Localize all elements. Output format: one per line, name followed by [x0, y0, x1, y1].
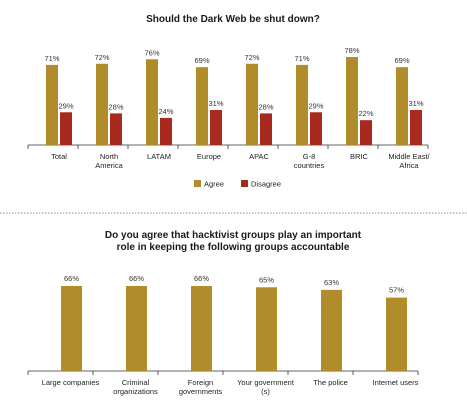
- chart1-category-label: LATAM: [147, 152, 171, 161]
- chart1-label-agree: 71%: [294, 54, 309, 63]
- chart1-label-disagree: 31%: [408, 99, 423, 108]
- chart2-category-label: Foreign: [188, 378, 213, 387]
- chart2-bar: [126, 286, 147, 371]
- chart2-category-label: (s): [261, 387, 270, 396]
- chart1-label-agree: 69%: [394, 56, 409, 65]
- legend-swatch-agree: [194, 180, 201, 187]
- chart1-bar-disagree: [210, 110, 222, 145]
- legend-swatch-disagree: [241, 180, 248, 187]
- chart2-category-label: Large companies: [42, 378, 100, 387]
- chart1-bar-disagree: [360, 120, 372, 145]
- chart2-bar: [61, 286, 82, 371]
- chart1-category-label: Middle East/: [388, 152, 430, 161]
- chart2-category-label: Internet users: [373, 378, 419, 387]
- chart2-value-label: 66%: [64, 274, 79, 283]
- chart1-bar-disagree: [410, 110, 422, 145]
- chart1-label-agree: 78%: [344, 46, 359, 55]
- chart1-bar-agree: [396, 67, 408, 145]
- chart1-label-disagree: 22%: [358, 109, 373, 118]
- chart2-category-label: Your government: [237, 378, 295, 387]
- chart1-bar-agree: [96, 63, 108, 146]
- chart1-label-agree: 76%: [144, 48, 159, 57]
- chart2-category-label: Criminal: [122, 378, 150, 387]
- chart2-title-line: role in keeping the following groups acc…: [117, 242, 350, 253]
- chart2-bar: [321, 289, 342, 371]
- chart1-bar-disagree: [310, 112, 322, 145]
- chart1-bar-agree: [196, 67, 208, 145]
- chart2-category-label: organizations: [113, 387, 158, 396]
- chart1-category-label: countries: [294, 161, 325, 170]
- chart1-label-disagree: 29%: [58, 101, 73, 110]
- chart1-title: Should the Dark Web be shut down?: [146, 14, 320, 25]
- chart1-category-label: Africa: [399, 161, 419, 170]
- chart2-bar: [256, 287, 277, 371]
- chart1-label-disagree: 28%: [258, 102, 273, 111]
- chart1-label-disagree: 24%: [158, 107, 173, 116]
- chart1-bar-disagree: [60, 112, 72, 145]
- chart1-category-label: APAC: [249, 152, 269, 161]
- chart1-category-label: BRIC: [350, 152, 369, 161]
- chart2-value-label: 63%: [324, 278, 339, 287]
- chart1-bar-agree: [296, 64, 308, 145]
- chart1-bar-disagree: [110, 113, 122, 145]
- chart2-value-label: 66%: [194, 274, 209, 283]
- chart1-category-label: Total: [51, 152, 67, 161]
- chart1-bar-disagree: [160, 117, 172, 145]
- chart1-label-disagree: 31%: [208, 99, 223, 108]
- chart1-label-agree: 72%: [94, 53, 109, 62]
- chart2-value-label: 57%: [389, 286, 404, 295]
- legend-label-disagree: Disagree: [251, 180, 281, 189]
- chart2-title-line: Do you agree that hacktivist groups play…: [105, 230, 362, 241]
- chart2-category-label: governments: [179, 387, 223, 396]
- chart2-value-label: 66%: [129, 274, 144, 283]
- chart1-label-agree: 71%: [44, 54, 59, 63]
- chart1-label-agree: 72%: [244, 53, 259, 62]
- chart1-category-label: G-8: [303, 152, 316, 161]
- chart1-bar-agree: [146, 59, 158, 145]
- chart1-bar-agree: [46, 64, 58, 145]
- chart2-category-label: The police: [313, 378, 348, 387]
- legend-label-agree: Agree: [204, 180, 224, 189]
- chart2-value-label: 65%: [259, 275, 274, 284]
- chart1-label-agree: 69%: [194, 56, 209, 65]
- chart1-bar-agree: [346, 57, 358, 145]
- chart1-category-label: North: [100, 152, 118, 161]
- chart1-label-disagree: 28%: [108, 102, 123, 111]
- chart1-category-label: Europe: [197, 152, 221, 161]
- chart2-bar: [191, 286, 212, 371]
- chart1-label-disagree: 29%: [308, 101, 323, 110]
- chart1-category-label: America: [95, 161, 123, 170]
- chart2-bar: [386, 297, 407, 371]
- chart1-bar-disagree: [260, 113, 272, 145]
- chart1-bar-agree: [246, 63, 258, 146]
